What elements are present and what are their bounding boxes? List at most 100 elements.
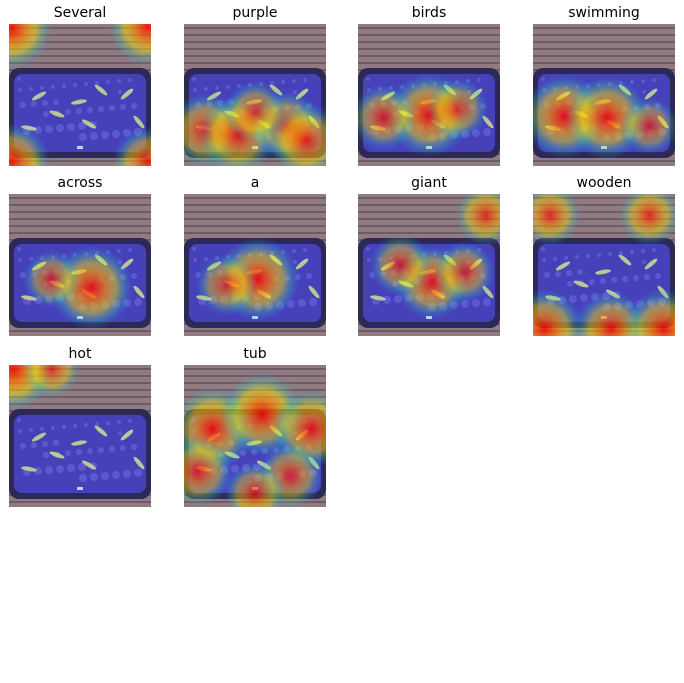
attention-hotspot <box>9 123 51 166</box>
water-bubble <box>131 103 137 109</box>
water-bubble <box>53 440 59 446</box>
panel-title: swimming <box>568 5 640 21</box>
water-bubble <box>17 247 21 251</box>
bird-shape <box>71 99 87 105</box>
bird-shape <box>81 460 97 470</box>
attention-hotspot <box>224 81 286 144</box>
bird-shape <box>31 91 47 101</box>
attention-image <box>9 194 151 336</box>
water-bubble <box>303 248 307 252</box>
water-bubble <box>555 271 561 277</box>
water-bubble <box>597 253 601 257</box>
attention-hotspot <box>623 289 675 336</box>
water-bubble <box>62 425 66 429</box>
water-bubble <box>298 299 306 307</box>
bird-shape <box>370 295 386 301</box>
bird-shape <box>644 88 658 100</box>
water-bubble <box>622 276 628 282</box>
water-bubble <box>40 427 44 431</box>
water-bubble <box>366 247 370 251</box>
water-bubble <box>90 132 98 140</box>
attention-image <box>358 194 500 336</box>
water-bubble <box>87 448 93 454</box>
panel-title: hot <box>68 346 92 362</box>
water-bubble <box>553 257 557 261</box>
water-bubble <box>17 418 21 422</box>
attention-panel-several: Several <box>9 2 151 166</box>
water-bubble <box>87 107 93 113</box>
bird-shape <box>308 285 320 299</box>
attention-hotspot <box>358 84 417 151</box>
water-bubble <box>84 82 88 86</box>
attention-image <box>533 194 675 336</box>
water-bubble <box>564 256 568 260</box>
water-bubble <box>45 466 53 474</box>
bird-shape <box>133 115 145 129</box>
water-bubble <box>78 122 86 130</box>
water-bubble <box>34 467 42 475</box>
attention-image <box>533 24 675 166</box>
attention-hotspot <box>533 289 585 336</box>
water-bubble <box>45 125 53 133</box>
water-bubble <box>611 277 617 283</box>
water-bubble <box>53 99 59 105</box>
attention-panel-birds: birds <box>358 2 500 166</box>
water-bubble <box>366 77 370 81</box>
water-bubble <box>652 78 656 82</box>
attention-image <box>9 365 151 507</box>
water-bubble <box>655 273 661 279</box>
water-bubble <box>600 278 606 284</box>
water-bubble <box>117 249 121 253</box>
water-bubble <box>95 422 99 426</box>
water-bubble <box>483 128 491 136</box>
attention-image <box>184 194 326 336</box>
bird-shape <box>295 258 309 270</box>
bird-shape <box>94 425 108 437</box>
water-bubble <box>76 108 82 114</box>
water-bubble <box>303 78 307 82</box>
attention-hotspot <box>112 126 151 166</box>
water-bubble <box>633 275 639 281</box>
panel-title: wooden <box>576 175 632 191</box>
bird-shape <box>644 258 658 270</box>
water-bubble <box>101 472 109 480</box>
panel-title: tub <box>243 346 267 362</box>
water-bubble <box>73 424 77 428</box>
water-bubble <box>31 101 37 107</box>
bird-shape <box>49 451 65 459</box>
water-bubble <box>309 298 317 306</box>
water-bubble <box>20 443 26 449</box>
bird-shape <box>94 84 108 96</box>
water-bubble <box>128 248 132 252</box>
attention-panel-hot: hot <box>9 343 151 507</box>
water-bubble <box>78 463 86 471</box>
water-bubble <box>51 85 55 89</box>
water-bubble <box>215 86 219 90</box>
water-bubble <box>118 90 122 94</box>
panel-title: a <box>250 175 260 191</box>
attention-hotspot <box>618 194 675 247</box>
water-bubble <box>18 429 22 433</box>
water-bubble <box>483 298 491 306</box>
attention-image <box>184 365 326 507</box>
water-bubble <box>123 470 131 478</box>
water-bubble <box>51 426 55 430</box>
water-bubble <box>580 294 588 302</box>
water-bubble <box>575 255 579 259</box>
water-bubble <box>192 247 196 251</box>
attention-hotspot <box>184 436 234 507</box>
water-bubble <box>383 296 391 304</box>
water-bubble <box>40 86 44 90</box>
water-bubble <box>641 249 645 253</box>
attention-hotspot <box>369 234 432 296</box>
bird-shape <box>81 119 97 129</box>
panel-title: giant <box>411 175 447 191</box>
tub-drain <box>77 146 83 149</box>
water-bubble <box>56 465 64 473</box>
bird-shape <box>120 88 134 100</box>
water-bubble <box>281 80 285 84</box>
attention-panel-purple: purple <box>184 2 326 166</box>
attention-hotspot <box>195 253 258 316</box>
bird-shape <box>71 440 87 446</box>
panel-title: Several <box>53 5 107 21</box>
